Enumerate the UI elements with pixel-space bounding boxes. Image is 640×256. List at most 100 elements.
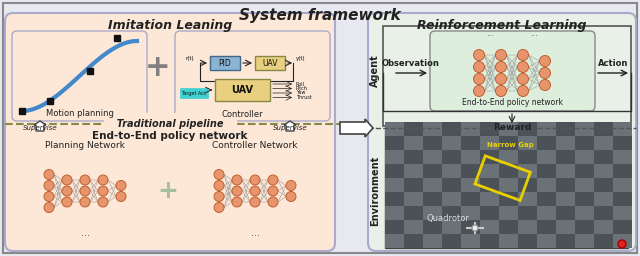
FancyBboxPatch shape <box>5 13 335 251</box>
FancyBboxPatch shape <box>613 178 632 192</box>
FancyBboxPatch shape <box>385 206 404 220</box>
FancyBboxPatch shape <box>556 178 575 192</box>
FancyBboxPatch shape <box>404 122 423 136</box>
FancyBboxPatch shape <box>575 150 594 164</box>
Text: Reward: Reward <box>493 123 531 132</box>
FancyBboxPatch shape <box>404 178 423 192</box>
FancyBboxPatch shape <box>537 136 556 150</box>
Text: ...: ... <box>81 228 90 238</box>
Circle shape <box>116 191 126 201</box>
Circle shape <box>618 240 626 248</box>
FancyBboxPatch shape <box>518 136 537 150</box>
FancyBboxPatch shape <box>594 150 613 164</box>
FancyBboxPatch shape <box>556 192 575 206</box>
FancyBboxPatch shape <box>423 220 442 234</box>
Text: System framework: System framework <box>239 8 401 23</box>
Circle shape <box>286 180 296 190</box>
FancyBboxPatch shape <box>499 150 518 164</box>
FancyBboxPatch shape <box>385 220 404 234</box>
FancyBboxPatch shape <box>499 122 518 136</box>
Circle shape <box>232 186 242 196</box>
FancyArrow shape <box>340 119 373 137</box>
Text: Environment: Environment <box>370 156 380 226</box>
FancyBboxPatch shape <box>594 122 613 136</box>
FancyBboxPatch shape <box>480 150 499 164</box>
Circle shape <box>232 197 242 207</box>
Circle shape <box>98 186 108 196</box>
FancyBboxPatch shape <box>385 192 404 206</box>
Circle shape <box>268 175 278 185</box>
FancyBboxPatch shape <box>180 88 208 98</box>
FancyBboxPatch shape <box>461 234 480 248</box>
FancyBboxPatch shape <box>442 164 461 178</box>
Text: r(t): r(t) <box>186 56 194 61</box>
Circle shape <box>44 191 54 201</box>
Text: Action: Action <box>598 59 628 68</box>
FancyBboxPatch shape <box>461 136 480 150</box>
FancyBboxPatch shape <box>575 136 594 150</box>
FancyBboxPatch shape <box>594 136 613 150</box>
FancyBboxPatch shape <box>442 122 461 136</box>
Text: +: + <box>157 179 179 203</box>
Circle shape <box>495 61 506 72</box>
FancyBboxPatch shape <box>537 164 556 178</box>
FancyBboxPatch shape <box>404 206 423 220</box>
FancyBboxPatch shape <box>480 206 499 220</box>
FancyBboxPatch shape <box>423 150 442 164</box>
Circle shape <box>474 49 484 60</box>
Circle shape <box>495 86 506 97</box>
FancyBboxPatch shape <box>480 136 499 150</box>
FancyBboxPatch shape <box>594 164 613 178</box>
FancyBboxPatch shape <box>613 136 632 150</box>
Circle shape <box>62 175 72 185</box>
FancyBboxPatch shape <box>518 150 537 164</box>
FancyBboxPatch shape <box>175 31 330 121</box>
FancyBboxPatch shape <box>556 136 575 150</box>
FancyBboxPatch shape <box>461 164 480 178</box>
Circle shape <box>518 61 529 72</box>
Text: Yaw: Yaw <box>296 91 305 95</box>
Circle shape <box>80 175 90 185</box>
Circle shape <box>232 175 242 185</box>
FancyBboxPatch shape <box>556 234 575 248</box>
FancyBboxPatch shape <box>537 122 556 136</box>
FancyBboxPatch shape <box>423 234 442 248</box>
FancyBboxPatch shape <box>442 206 461 220</box>
FancyBboxPatch shape <box>210 56 240 70</box>
FancyBboxPatch shape <box>442 150 461 164</box>
FancyBboxPatch shape <box>423 178 442 192</box>
Circle shape <box>214 191 224 201</box>
Circle shape <box>62 186 72 196</box>
FancyBboxPatch shape <box>575 122 594 136</box>
FancyBboxPatch shape <box>594 178 613 192</box>
Text: Pitch: Pitch <box>296 86 308 91</box>
FancyBboxPatch shape <box>480 164 499 178</box>
FancyBboxPatch shape <box>499 164 518 178</box>
FancyBboxPatch shape <box>518 220 537 234</box>
FancyBboxPatch shape <box>461 122 480 136</box>
FancyBboxPatch shape <box>575 234 594 248</box>
Text: Traditional pipeline: Traditional pipeline <box>110 119 230 129</box>
Circle shape <box>98 175 108 185</box>
Text: Supervise: Supervise <box>22 125 58 131</box>
FancyBboxPatch shape <box>423 206 442 220</box>
Text: Thrust: Thrust <box>296 95 312 100</box>
Text: y(t): y(t) <box>296 56 306 61</box>
FancyBboxPatch shape <box>430 31 595 111</box>
FancyBboxPatch shape <box>404 164 423 178</box>
Text: UAV: UAV <box>262 59 278 68</box>
FancyBboxPatch shape <box>404 150 423 164</box>
FancyBboxPatch shape <box>613 164 632 178</box>
Text: Planning Network: Planning Network <box>45 141 125 150</box>
FancyBboxPatch shape <box>385 150 404 164</box>
FancyBboxPatch shape <box>575 192 594 206</box>
Text: +: + <box>145 54 171 82</box>
FancyBboxPatch shape <box>461 192 480 206</box>
FancyBboxPatch shape <box>613 150 632 164</box>
FancyBboxPatch shape <box>442 234 461 248</box>
Circle shape <box>214 202 224 212</box>
FancyBboxPatch shape <box>575 164 594 178</box>
FancyBboxPatch shape <box>461 206 480 220</box>
Circle shape <box>62 197 72 207</box>
Circle shape <box>518 73 529 84</box>
